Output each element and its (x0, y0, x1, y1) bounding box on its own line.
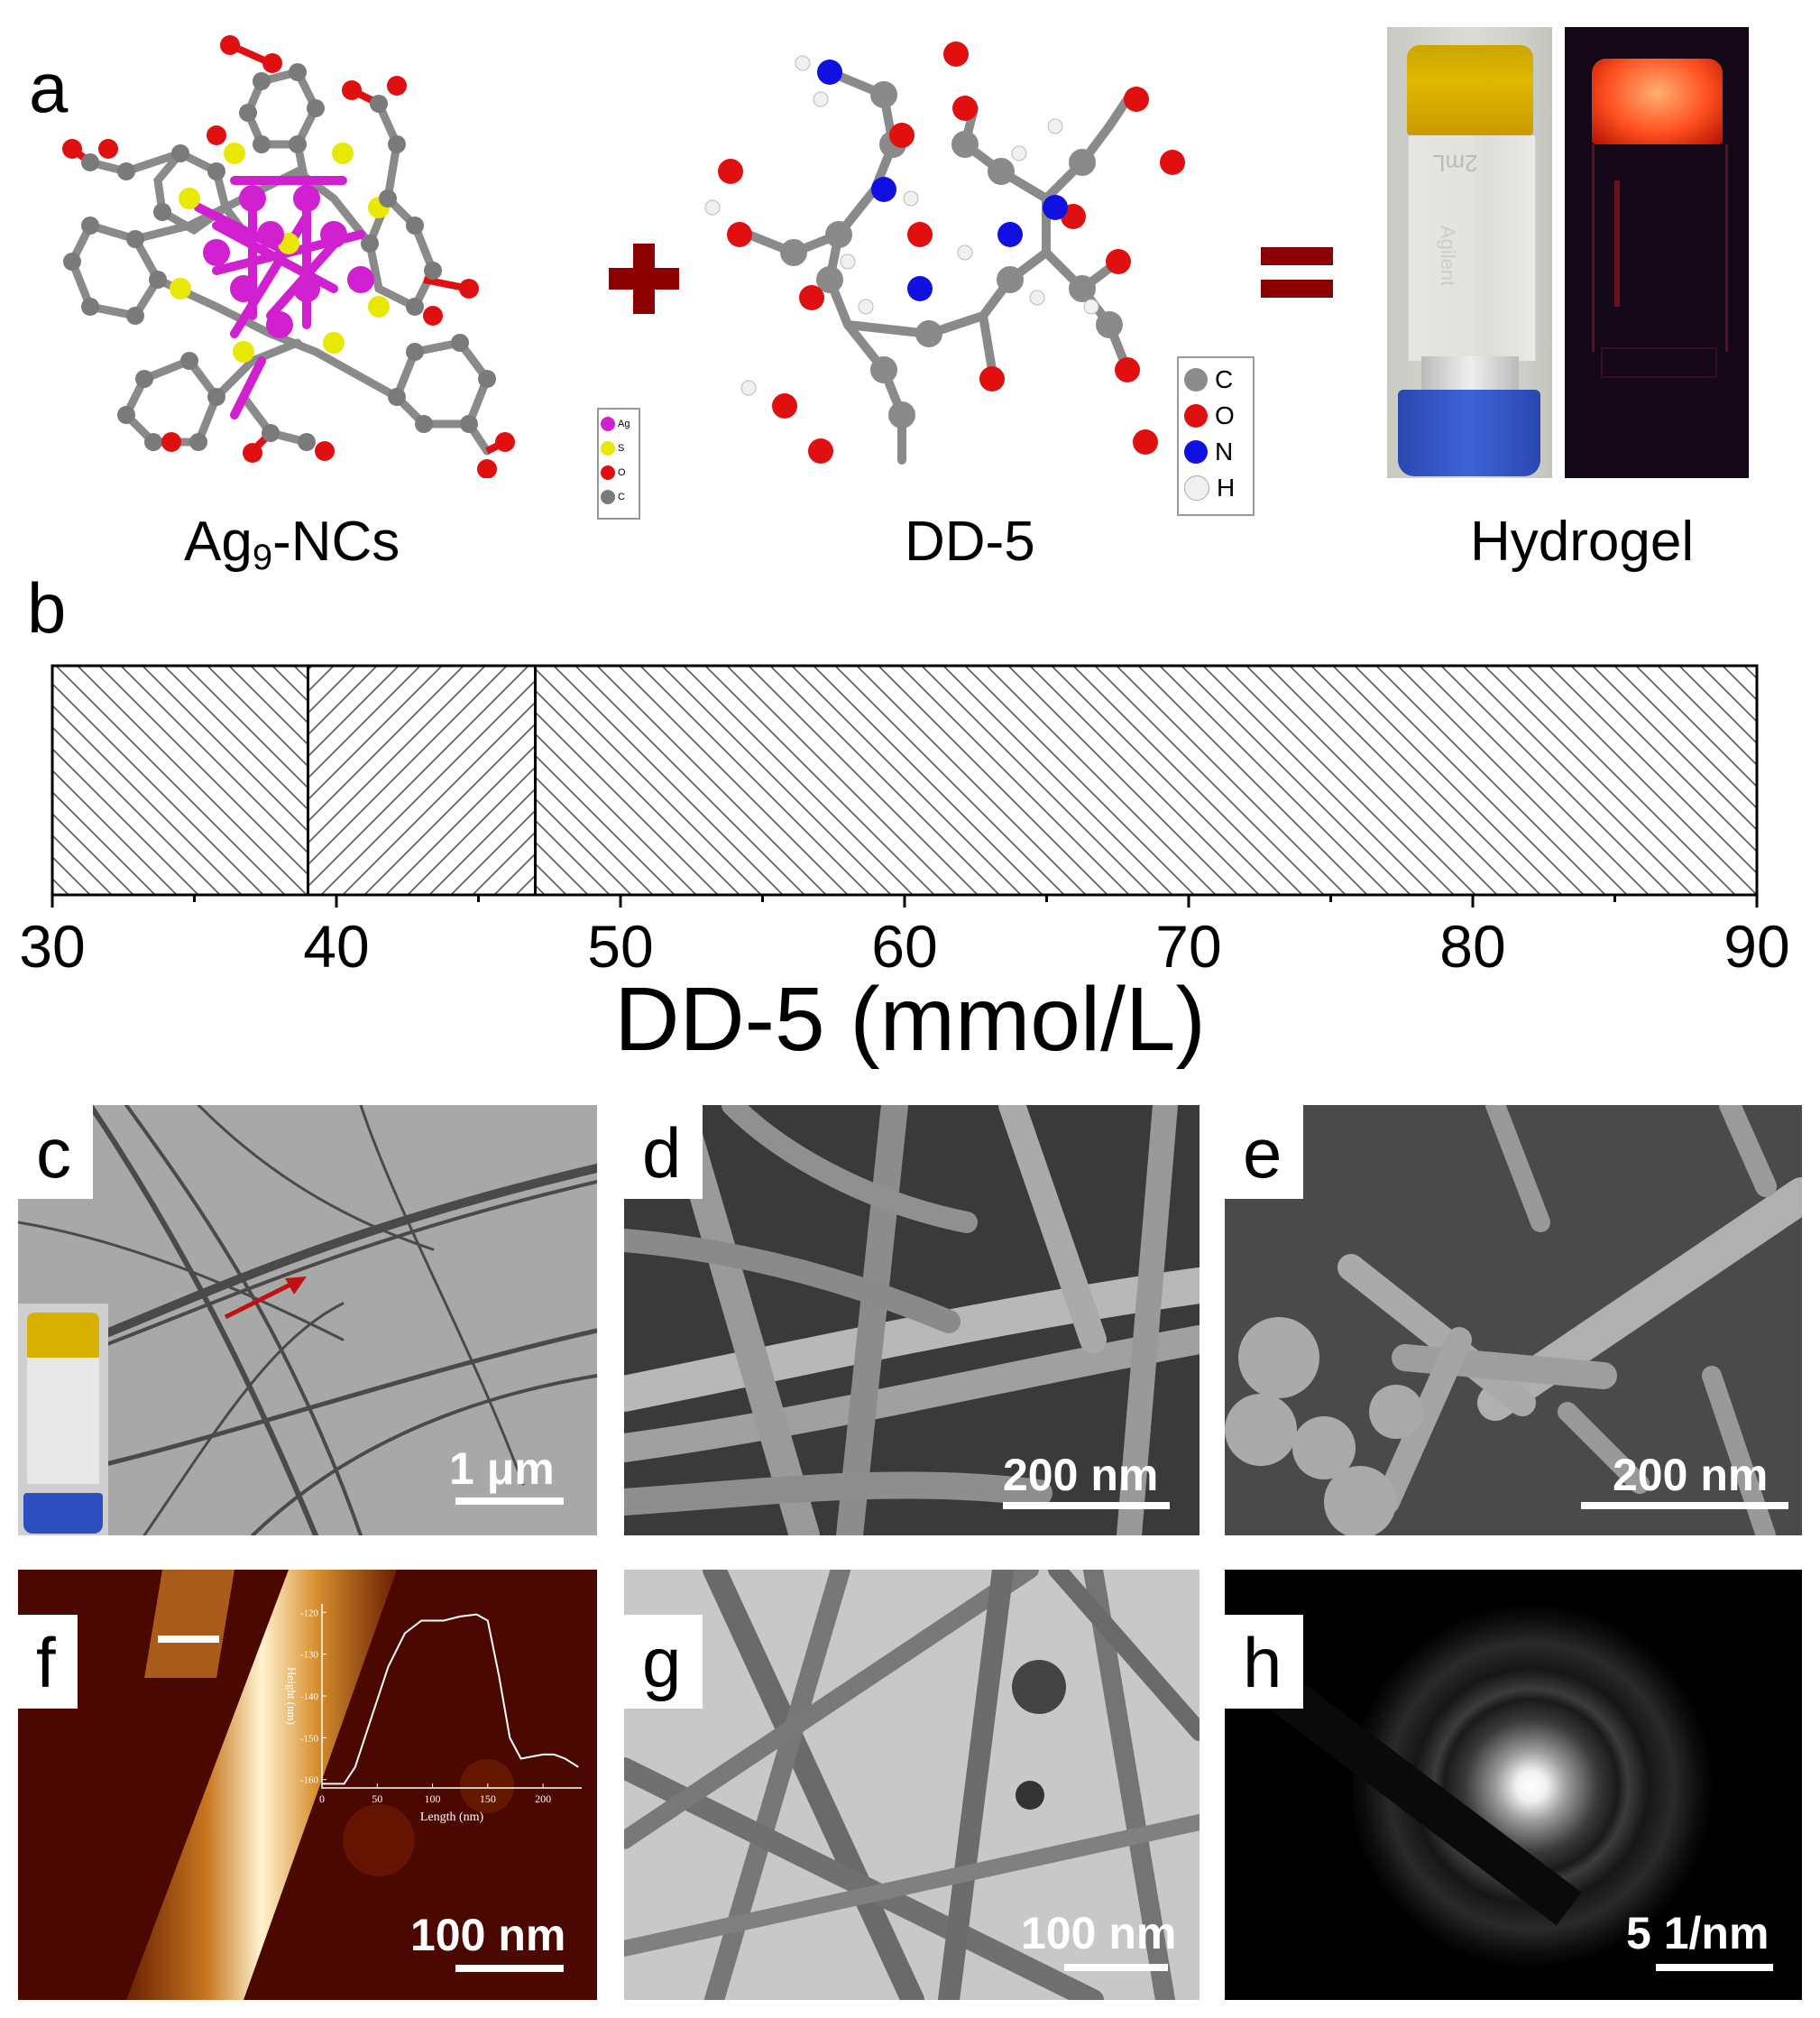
panel-f-scale-bar (455, 1965, 564, 1972)
panel-d-label: d (624, 1105, 703, 1199)
phase-chart-xlabel: DD-5 (mmol/L) (614, 969, 1206, 1070)
panel-c-scale-bar (455, 1497, 564, 1505)
saed-pattern-h: h 5 1/nm (1225, 1570, 1802, 2000)
panel-f-scale-text: 100 nm (410, 1910, 566, 1960)
panel-d-scale-bar (1003, 1502, 1170, 1509)
hydrogel-vial-uv-photo (1565, 27, 1749, 478)
plus-sign-icon (609, 244, 679, 314)
inset-ylabel: Height (nm) (285, 1667, 299, 1725)
inset-y-tick-label: -120 (300, 1608, 319, 1618)
panel-h-scale-bar (1656, 1964, 1773, 1971)
hydrogel-vial-photo: 2mL Agilent (1387, 27, 1552, 478)
tick-label: 50 (587, 913, 654, 980)
phase-region-1 (51, 664, 309, 897)
panel-h-scale-text: 5 1/nm (1626, 1908, 1769, 1958)
panel-f-profile-marker (158, 1636, 219, 1643)
element-color-legend: C O N H (1177, 356, 1255, 516)
tem-image-c: c 1 μm (18, 1105, 597, 1535)
inset-height-profile-line (322, 1613, 579, 1785)
legend-o: O (1215, 401, 1235, 429)
phase-region-2 (307, 664, 537, 897)
legend-ag: Ag (618, 418, 630, 429)
inset-xlabel: Length (nm) (420, 1811, 484, 1824)
tick-label: 90 (1723, 913, 1790, 980)
panel-h-label: h (1225, 1615, 1304, 1709)
panel-e-scale-text: 200 nm (1613, 1450, 1769, 1500)
panel-g-label: g (624, 1615, 703, 1709)
inset-axes (321, 1604, 582, 1789)
panel-g-scale-bar (1064, 1964, 1168, 1971)
phase-chart (51, 664, 1759, 908)
panel-c-label: c (18, 1105, 93, 1199)
panel-e-label: e (1225, 1105, 1304, 1199)
legend-h: H (1217, 474, 1236, 502)
legend-n: N (1215, 438, 1234, 465)
panel-g-scale-text: 100 nm (1021, 1908, 1177, 1958)
hydrogel-caption: Hydrogel (1470, 511, 1695, 573)
tick-label: 80 (1439, 913, 1506, 980)
phase-region-3 (534, 664, 1759, 897)
panel-d-scale-text: 200 nm (1003, 1450, 1159, 1500)
inset-vial-photo (18, 1304, 108, 1535)
inset-y-tick-label: -140 (300, 1691, 319, 1702)
inset-x-tick-label: 0 (319, 1792, 325, 1805)
sem-image-d: d 200 nm (624, 1105, 1200, 1535)
inset-x-tick-label: 150 (480, 1792, 496, 1805)
inset-y-tick-label: -150 (300, 1733, 319, 1744)
afm-image-f: 0 50 100 150 200 -120 -130 -140 -150 -160 Length (… (18, 1570, 597, 2000)
legend-c: C (1215, 365, 1234, 393)
panel-e-scale-bar (1581, 1502, 1788, 1509)
tick-label: 30 (19, 913, 86, 980)
ag9-cluster-structure (62, 35, 515, 478)
tick-label: 70 (1155, 913, 1222, 980)
vial-volume-text: 2mL (1432, 150, 1478, 177)
panel-c-scale-text: 1 μm (449, 1443, 555, 1494)
inset-y-tick-label: -130 (300, 1650, 319, 1661)
ag9-ncs-caption: Ag9-NCs (184, 511, 400, 577)
legend-c-small: C (618, 491, 625, 502)
tem-image-g: g 100 nm (624, 1570, 1200, 2000)
inset-y-tick-label: -160 (300, 1775, 319, 1786)
dd5-peptide-structure (704, 41, 1185, 465)
vial-brand-text: Agilent (1437, 226, 1459, 287)
panel-b-label: b (27, 568, 67, 648)
afm-height-profile-inset: 0 50 100 150 200 -120 -130 -140 -150 -160 Length (… (285, 1604, 582, 1824)
legend-o-small: O (618, 466, 626, 478)
inset-x-tick-label: 100 (425, 1792, 441, 1805)
tick-label: 40 (303, 913, 370, 980)
panel-a-label: a (29, 48, 69, 127)
equals-sign-icon (1261, 247, 1333, 298)
inset-x-tick-label: 50 (372, 1792, 382, 1805)
inset-x-tick-label: 200 (535, 1792, 551, 1805)
sem-image-e: e 200 nm (1225, 1105, 1802, 1535)
panel-f-label: f (18, 1615, 78, 1709)
small-element-legend: Ag S O C (597, 408, 640, 520)
dd5-caption: DD-5 (905, 511, 1035, 573)
legend-s: S (618, 442, 625, 454)
tick-label: 60 (871, 913, 938, 980)
